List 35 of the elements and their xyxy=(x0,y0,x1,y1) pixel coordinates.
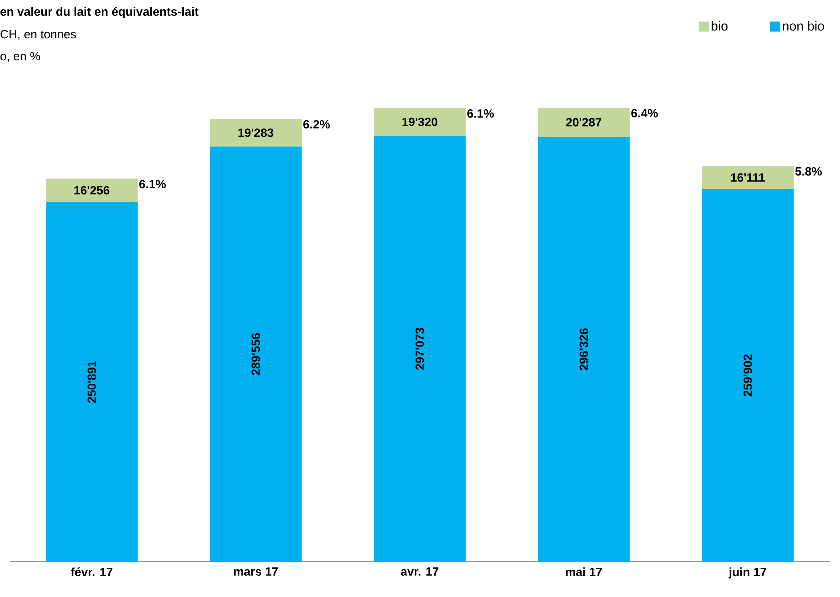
data-label: 19'320 xyxy=(402,118,438,126)
annotation: 6.1% xyxy=(140,180,166,189)
annotation: 5.8% xyxy=(796,167,822,176)
chart-subtitle: CH, en tonnes xyxy=(0,30,76,40)
bar xyxy=(374,136,466,562)
x-tick-label: mars 17 xyxy=(234,568,278,576)
bar xyxy=(374,108,466,136)
bar xyxy=(538,108,630,138)
chart-title: en valeur du lait en équivalents-lait xyxy=(0,7,199,18)
text: o, en % xyxy=(0,52,40,62)
bar xyxy=(210,119,302,147)
x-tick-label: mai 17 xyxy=(566,568,602,576)
bar xyxy=(538,137,630,562)
annotation: 6.2% xyxy=(304,120,330,129)
data-label: 297'073 xyxy=(416,328,424,370)
annotation: 6.1% xyxy=(468,110,494,118)
x-tick-label: avr. 17 xyxy=(401,568,439,576)
bar xyxy=(210,146,302,562)
data-label: 20'287 xyxy=(566,118,602,127)
data-label: 16'111 xyxy=(731,174,766,182)
data-label: 289'556 xyxy=(252,333,260,376)
data-label: 250'891 xyxy=(88,361,96,404)
bar xyxy=(46,202,138,562)
bar xyxy=(46,178,138,202)
legend-label: non bio xyxy=(783,21,824,31)
x-tick-label: févr. 17 xyxy=(71,568,113,577)
data-label: 296'326 xyxy=(580,328,588,370)
bar xyxy=(702,189,794,562)
annotation: 6.4% xyxy=(632,109,658,118)
x-tick-label: juin 17 xyxy=(728,568,766,579)
bar xyxy=(702,166,794,190)
legend-label: bio xyxy=(712,21,728,31)
data-label: 259'902 xyxy=(744,354,752,397)
data-label: 19'283 xyxy=(238,128,274,138)
data-label: 16'256 xyxy=(74,186,110,195)
